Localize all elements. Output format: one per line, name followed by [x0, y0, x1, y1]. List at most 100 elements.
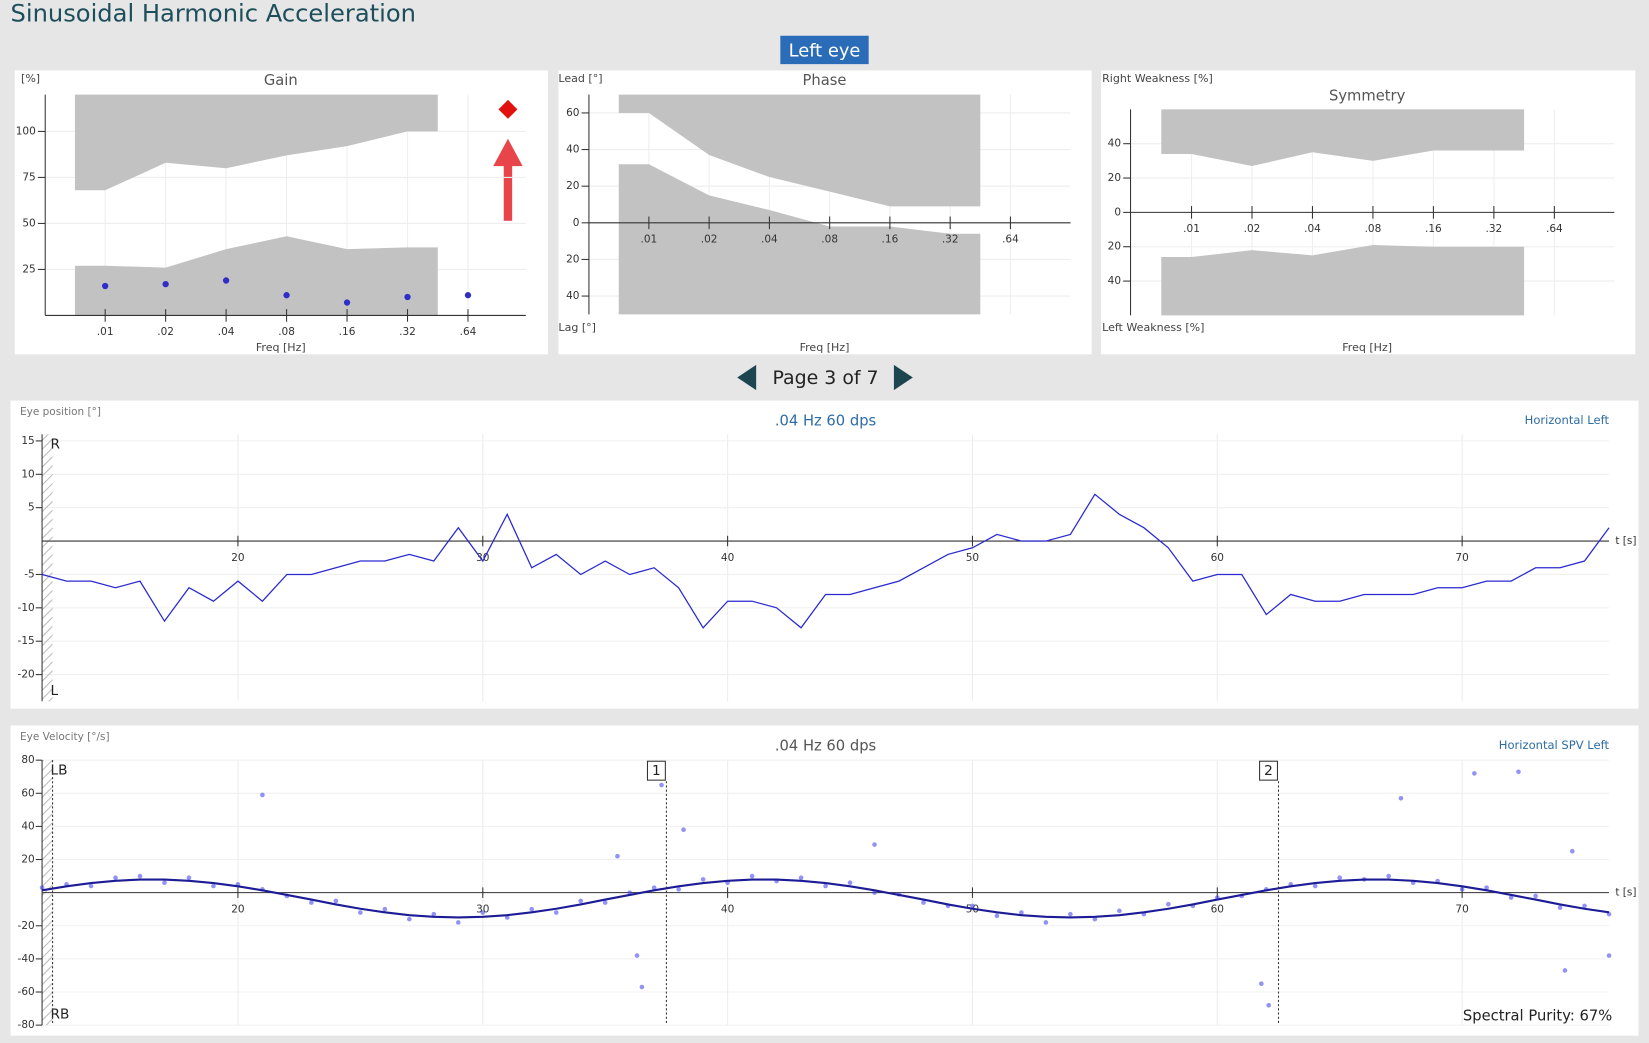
normal-band: [1161, 109, 1525, 167]
out-of-range-marker: [498, 99, 518, 119]
velocity-point: [553, 910, 559, 915]
x-tick-label: .04: [761, 234, 778, 246]
position-panel: [10, 400, 1639, 709]
velocity-point: [970, 903, 975, 909]
top-label: LB: [50, 763, 67, 779]
y-tick-label: 80: [21, 754, 34, 766]
x-tick-label: .08: [821, 234, 838, 246]
y-tick-label: 60: [566, 107, 579, 119]
velocity-point: [480, 910, 486, 915]
chart-title: Gain: [264, 72, 298, 89]
y-tick-label: 0: [573, 217, 580, 229]
velocity-point: [1117, 908, 1122, 914]
y-tick-label: 15: [21, 435, 34, 447]
x-tick-label: .01: [641, 234, 658, 246]
x-tick-label: .02: [1244, 223, 1261, 235]
velocity-point: [634, 953, 640, 958]
chart-title: Phase: [803, 72, 847, 89]
normal-band: [74, 94, 438, 191]
y-axis-label: Right Weakness [%]: [1102, 72, 1213, 85]
velocity-point: [639, 984, 645, 990]
normal-band: [618, 94, 981, 207]
trace-title: .04 Hz 60 dps: [775, 413, 876, 430]
velocity-point: [1386, 873, 1391, 879]
y-tick-label: -5: [24, 568, 34, 580]
page-title: Sinusoidal Harmonic Acceleration: [11, 0, 416, 28]
x-axis-label: t [s]: [1615, 535, 1636, 547]
hatch-strip: [42, 434, 53, 702]
velocity-point: [504, 915, 510, 920]
y-axis-label-bottom: Left Weakness [%]: [1102, 321, 1204, 334]
x-tick-label: .32: [399, 326, 416, 338]
velocity-point: [1459, 887, 1465, 892]
x-tick-label: .16: [339, 326, 356, 338]
y-tick-label: -80: [18, 1019, 35, 1031]
y-tick-label: 60: [21, 787, 34, 799]
x-tick-label: 60: [1211, 552, 1224, 564]
gain-point: [464, 292, 472, 299]
x-tick-label: 30: [476, 903, 489, 915]
cycle-marker-label: 2: [1264, 763, 1273, 779]
velocity-point: [798, 875, 804, 881]
velocity-point: [529, 906, 535, 912]
velocity-point: [659, 782, 664, 788]
normal-band: [74, 236, 438, 316]
x-tick-label: .02: [157, 326, 174, 338]
x-tick-label: .32: [1486, 223, 1503, 235]
velocity-point: [1472, 771, 1477, 776]
velocity-point: [1312, 883, 1318, 889]
velocity-point: [994, 913, 1000, 919]
velocity-point: [578, 898, 584, 904]
x-tick-label: .04: [218, 326, 235, 338]
velocity-point: [1259, 981, 1264, 987]
velocity-point: [358, 910, 363, 915]
x-tick-label: 70: [1455, 552, 1468, 564]
velocity-point: [260, 792, 265, 798]
x-tick-label: 40: [721, 552, 734, 564]
y-tick-label: 5: [28, 502, 35, 514]
next-page[interactable]: [893, 364, 913, 391]
top-label: R: [50, 437, 60, 453]
x-axis-label: t [s]: [1615, 887, 1636, 899]
spectral-purity: Spectral Purity: 67%: [1463, 1008, 1612, 1025]
eye-button-label[interactable]: Left eye: [789, 41, 861, 62]
velocity-point: [676, 887, 681, 892]
eye-position-trace: [41, 493, 1610, 629]
gain-point: [283, 292, 290, 299]
x-tick-label: 30: [476, 552, 489, 564]
x-tick-label: .01: [1183, 223, 1200, 235]
fit-curve: [41, 878, 1610, 919]
velocity-point: [382, 906, 388, 912]
y-axis-label: Lead [°]: [558, 72, 602, 85]
x-tick-label: 20: [231, 552, 244, 564]
velocity-point: [700, 877, 706, 882]
trace-label: Eye position [°]: [20, 406, 101, 418]
y-axis-label: [%]: [21, 72, 40, 85]
x-tick-label: 70: [1455, 903, 1468, 915]
x-tick-label: 60: [1211, 903, 1224, 915]
gain-point: [343, 299, 351, 306]
channel-label: Horizontal SPV Left: [1499, 738, 1610, 752]
velocity-point: [186, 875, 192, 881]
velocity-point: [333, 898, 339, 904]
out-of-range-arrowhead: [493, 138, 523, 167]
eye-button[interactable]: [780, 35, 869, 65]
velocity-point: [1337, 875, 1343, 881]
velocity-point: [1166, 901, 1171, 907]
velocity-point: [113, 875, 118, 881]
velocity-point: [1606, 953, 1612, 958]
gain-point: [102, 282, 109, 290]
x-tick-label: .64: [460, 326, 477, 338]
velocity-point: [1582, 903, 1587, 909]
x-tick-label: .01: [97, 326, 114, 338]
velocity-point: [211, 883, 216, 889]
channel-label: Horizontal Left: [1525, 413, 1610, 427]
bottom-label: L: [50, 683, 58, 699]
prev-page[interactable]: [737, 364, 757, 391]
velocity-point: [749, 873, 755, 879]
y-tick-label: -20: [18, 669, 35, 681]
gain-point: [222, 277, 230, 284]
x-axis-label: Freq [Hz]: [256, 341, 306, 354]
velocity-point: [1484, 885, 1489, 890]
